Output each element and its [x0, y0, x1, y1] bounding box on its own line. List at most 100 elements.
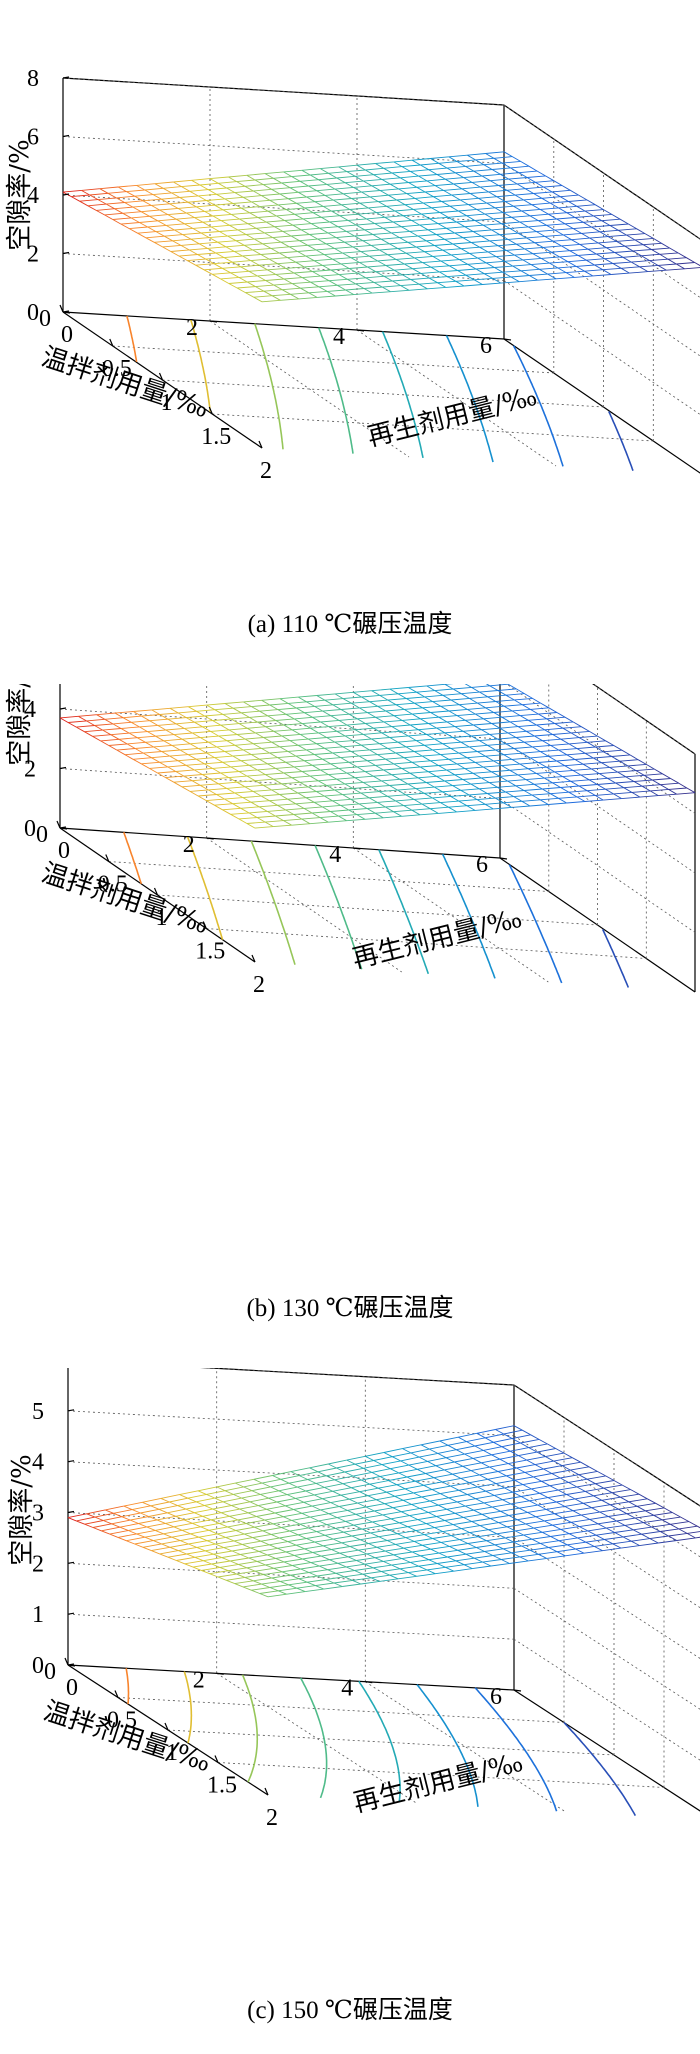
surface-mesh-line: [282, 1568, 301, 1573]
surface-mesh-line: [641, 1531, 661, 1535]
surface-mesh-line: [328, 1513, 338, 1519]
surface-mesh-line: [579, 1526, 589, 1532]
surface-mesh-line: [588, 779, 598, 785]
surface-mesh-line: [447, 274, 466, 278]
surface-mesh-line: [328, 820, 347, 823]
surface-mesh-line: [586, 199, 596, 206]
surface-mesh-line: [440, 704, 460, 707]
surface-mesh-line: [279, 251, 298, 254]
surface-mesh-line: [609, 767, 618, 773]
surface-mesh-line: [444, 684, 454, 690]
surface-mesh-line: [515, 735, 535, 738]
surface-mesh-line: [580, 773, 600, 776]
surface-mesh-line: [519, 715, 529, 721]
surface-mesh-line: [92, 735, 101, 742]
surface-mesh-line: [655, 1502, 665, 1509]
surface-mesh-line: [473, 1506, 493, 1511]
surface-mesh-line: [548, 212, 567, 215]
surface-mesh-line: [315, 1482, 325, 1488]
surface-mesh-line: [513, 699, 523, 706]
surface-mesh-line: [285, 809, 295, 815]
surface-mesh-line: [432, 699, 452, 703]
surface-mesh-line: [241, 206, 260, 209]
surface-mesh-line: [290, 235, 300, 242]
surface-mesh-line: [257, 1557, 276, 1562]
surface-mesh-line: [509, 226, 529, 229]
surface-mesh-line: [533, 1524, 553, 1529]
surface-mesh-line: [267, 761, 286, 765]
surface-mesh-line: [491, 227, 510, 231]
surface-mesh-line: [244, 1574, 264, 1578]
surface-mesh-line: [458, 1489, 468, 1495]
surface-mesh-line: [645, 1510, 655, 1516]
surface-mesh-line: [635, 768, 655, 772]
surface-mesh-line: [452, 783, 472, 787]
surface-mesh-line: [318, 780, 327, 786]
surface-mesh-line: [463, 1513, 483, 1518]
surface-mesh-line: [484, 1551, 494, 1556]
left-wall-gridline-z: [203, 1368, 515, 1386]
surface-mesh-line: [177, 206, 197, 209]
surface-mesh-line: [383, 1558, 402, 1562]
surface-mesh-line: [445, 178, 454, 185]
surface-mesh-line: [483, 162, 503, 166]
surface-mesh-line: [494, 207, 504, 213]
surface-mesh-line: [230, 270, 250, 274]
surface-mesh-line: [583, 762, 602, 765]
surface-mesh-line: [477, 1486, 487, 1492]
surface-mesh-line: [228, 281, 248, 284]
surface-mesh-line: [246, 173, 266, 176]
z-tick-label: 2: [27, 242, 39, 268]
surface-mesh-line: [446, 226, 465, 229]
surface-mesh-line: [223, 1543, 243, 1549]
surface-mesh-line: [568, 743, 578, 749]
surface-mesh-line: [435, 1465, 445, 1471]
surface-mesh-line: [142, 1543, 162, 1548]
surface-mesh-line: [431, 205, 451, 209]
caption-b: (b) 130 ℃碾压温度: [246, 1295, 454, 1322]
surface-mesh-line: [471, 735, 480, 741]
surface-mesh-line: [200, 232, 210, 238]
surface-mesh-line: [181, 786, 191, 792]
surface-mesh-line: [577, 253, 597, 256]
surface-mesh-line: [242, 1543, 251, 1549]
z-tick-label: 1: [32, 1602, 44, 1628]
surface-mesh-line: [326, 735, 346, 738]
surface-mesh-line: [321, 1552, 340, 1557]
surface-mesh-line: [368, 1543, 378, 1548]
surface-mesh-line: [491, 1454, 501, 1460]
surface-mesh-line: [444, 1520, 454, 1526]
surface-mesh-line: [303, 266, 313, 272]
surface-mesh-line: [455, 172, 464, 178]
surface-mesh-line: [428, 769, 447, 773]
surface-mesh-line: [491, 771, 500, 777]
surface-mesh-line: [371, 1468, 391, 1473]
surface-mesh-line: [383, 815, 402, 819]
surface-mesh-line: [183, 728, 193, 734]
surface-mesh-line: [410, 1452, 420, 1458]
surface-mesh-line: [262, 1530, 272, 1535]
surface-mesh-line: [616, 1520, 626, 1526]
surface-mesh-line: [456, 761, 476, 765]
surface-mesh-line: [458, 751, 478, 754]
surface-mesh-line: [560, 1528, 570, 1535]
surface-mesh-line: [356, 224, 365, 231]
surface-mesh-line: [324, 1483, 343, 1488]
surface-mesh-line: [299, 734, 309, 740]
surface-mesh-line: [325, 1576, 345, 1580]
surface-mesh-line: [249, 763, 268, 766]
surface-mesh-line: [563, 1452, 573, 1459]
surface-mesh-line: [489, 732, 508, 735]
surface-mesh-line: [222, 809, 231, 815]
surface-mesh-line: [485, 1433, 504, 1439]
surface-mesh-line: [360, 791, 380, 794]
surface-mesh-line: [228, 729, 238, 735]
surface-mesh-line: [555, 276, 575, 280]
surface-mesh-line: [528, 165, 538, 172]
surface-mesh-line: [419, 1504, 439, 1509]
surface-mesh-line: [660, 782, 679, 786]
surface-mesh-line: [195, 263, 215, 266]
surface-mesh-line: [289, 187, 299, 193]
surface-mesh-line: [202, 1515, 212, 1521]
surface-mesh-line: [503, 802, 512, 808]
